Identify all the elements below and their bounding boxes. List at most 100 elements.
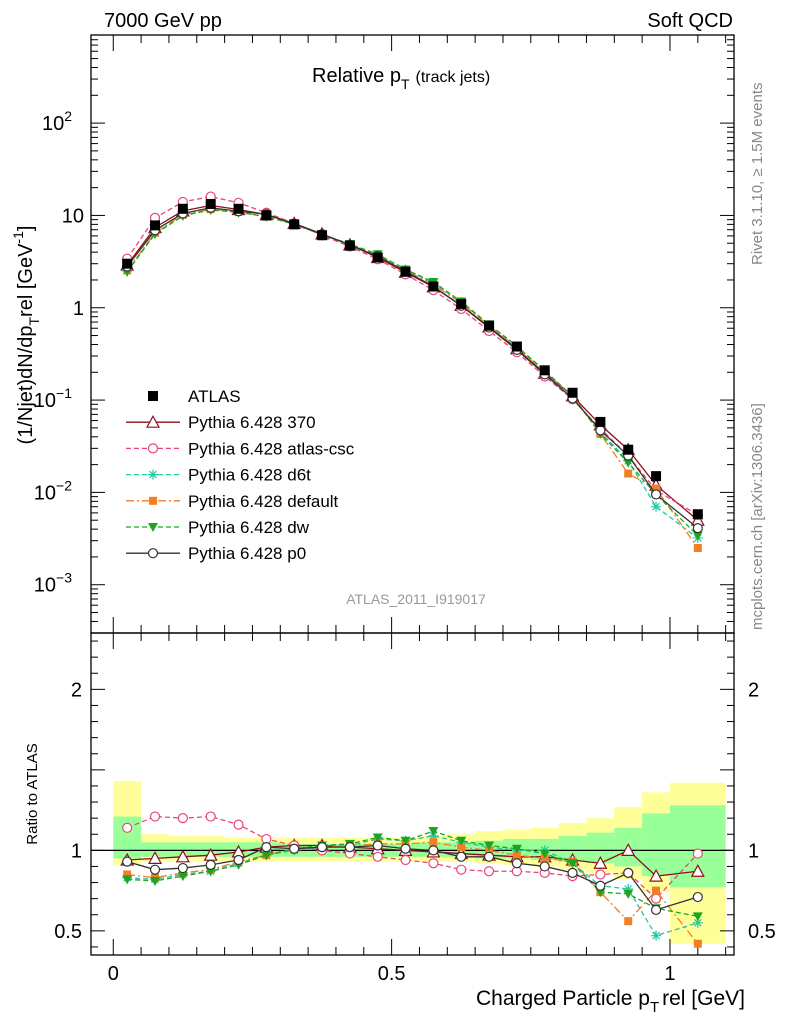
ratio-uncertainty-band-inner [141, 842, 169, 857]
legend-label: Pythia 6.428 d6t [188, 466, 311, 485]
main-series-point [692, 523, 703, 534]
ratio-series-point [261, 842, 272, 853]
legend-marker [147, 443, 159, 454]
ratio-series-point [623, 889, 634, 899]
ratio-series-point [372, 851, 383, 862]
ratio-series-line [126, 815, 699, 900]
ratio-series-point [456, 836, 467, 846]
atlas-data-point [317, 230, 328, 241]
main-ylabel: (1/Njet)dN/dpTrel [GeV-1] [10, 226, 42, 445]
ratio-series-point [690, 864, 705, 877]
legend-label: Pythia 6.428 default [188, 492, 339, 511]
ratio-series-point [400, 843, 411, 854]
main-series-point [693, 543, 702, 552]
atlas-data-point [344, 240, 355, 251]
main-ytick-label: 1 [73, 298, 84, 320]
ratio-series-point [692, 917, 703, 928]
ratio-series-point [177, 813, 188, 824]
atlas-data-point [261, 210, 272, 221]
ratio-series-point [456, 864, 467, 875]
ratio-series-point [650, 904, 662, 916]
main-series-line [126, 208, 699, 539]
main-series-point [651, 501, 662, 512]
ratio-uncertainty-band-inner [642, 813, 670, 877]
ratio-series-point [692, 891, 703, 903]
atlas-data-series [122, 198, 703, 520]
ratio-series-point [623, 867, 634, 878]
ylabel-tail: rel [GeV [15, 243, 37, 317]
ratio-series-point [289, 843, 300, 854]
xtick-label: 0.5 [378, 963, 406, 985]
ratio-series-point [372, 833, 383, 843]
ratio-series-point [122, 856, 133, 867]
rivet-version-text: Rivet 3.1.10, ≥ 1.5M events [749, 83, 766, 266]
atlas-data-point [177, 203, 188, 214]
ratio-series-point [624, 917, 633, 926]
atlas-data-point [539, 365, 550, 376]
ratio-series-point [233, 819, 244, 830]
x-axis-label: Charged Particle pT rel [GeV] [476, 987, 745, 1016]
ratio-ytick-label-left: 0.5 [54, 921, 82, 943]
ratio-series-point [483, 866, 495, 877]
ratio-series-point [623, 883, 634, 894]
main-series-point [623, 458, 634, 468]
main-series-line [126, 209, 699, 537]
legend-label: ATLAS [188, 387, 241, 406]
header-right: Soft QCD [647, 10, 733, 32]
title-note: (track jets) [416, 69, 491, 86]
ratio-series-point [150, 876, 161, 886]
legend-marker [149, 496, 157, 505]
ratio-series-point [595, 880, 606, 891]
atlas-data-point [400, 266, 411, 277]
xlabel-main: Charged Particle p [476, 987, 650, 1010]
ratio-ytick-label-right: 0.5 [748, 921, 776, 943]
ylabel-main: (1/Njet)dN/dp [15, 326, 37, 445]
ratio-series-point [400, 854, 411, 866]
ratio-series-point [483, 851, 495, 862]
ratio-ytick-label-right: 1 [748, 840, 759, 862]
main-series-point [652, 484, 661, 493]
ratio-series-point [692, 848, 703, 859]
main-ytick-label: 10−2 [34, 477, 72, 504]
xlabel-subscript: T [650, 999, 659, 1016]
ratio-series-point [122, 875, 133, 885]
ratio-series-point [651, 930, 662, 941]
legend-entry: Pythia 6.428 370 [126, 413, 316, 432]
atlas-data-point [651, 471, 662, 482]
ratio-series-point [175, 849, 190, 863]
legend-marker [147, 548, 159, 559]
legend-entry: ATLAS [148, 387, 241, 406]
atlas-data-point [372, 252, 383, 263]
ratio-series-point [652, 886, 661, 895]
ratio-series-point [484, 841, 495, 851]
ylabel-end: ] [15, 226, 37, 232]
ratio-series-point [621, 843, 636, 856]
ratio-plot-frame [90, 632, 735, 956]
ratio-series-point [649, 868, 664, 882]
ratio-series-point [539, 861, 550, 872]
ratio-series-point [149, 811, 161, 822]
ratio-ytick-label-left: 2 [71, 679, 82, 701]
atlas-data-point [289, 219, 300, 230]
ratio-series-point [456, 851, 467, 862]
ratio-series-point [233, 854, 244, 866]
atlas-data-point [428, 281, 439, 292]
chart-title: Relative pT (track jets) [312, 65, 490, 92]
legend-entry: Pythia 6.428 atlas-csc [126, 439, 355, 458]
ratio-series-point [539, 849, 550, 859]
ratio-series-point [400, 836, 411, 846]
ratio-series-point [511, 844, 522, 854]
legend-entry: Pythia 6.428 dw [126, 518, 310, 537]
atlas-data-point [484, 320, 495, 331]
ratio-series-point [372, 840, 383, 851]
ratio-series-point [344, 842, 355, 853]
legend-marker [145, 414, 161, 428]
ratio-series-point [428, 845, 439, 856]
main-series-point [595, 425, 606, 436]
ylabel-superscript: -1 [10, 231, 26, 244]
main-ytick-label: 10−3 [34, 570, 72, 597]
legend-label: Pythia 6.428 370 [188, 413, 316, 432]
legend-label: Pythia 6.428 dw [188, 518, 310, 537]
atlas-data-point [150, 220, 161, 231]
